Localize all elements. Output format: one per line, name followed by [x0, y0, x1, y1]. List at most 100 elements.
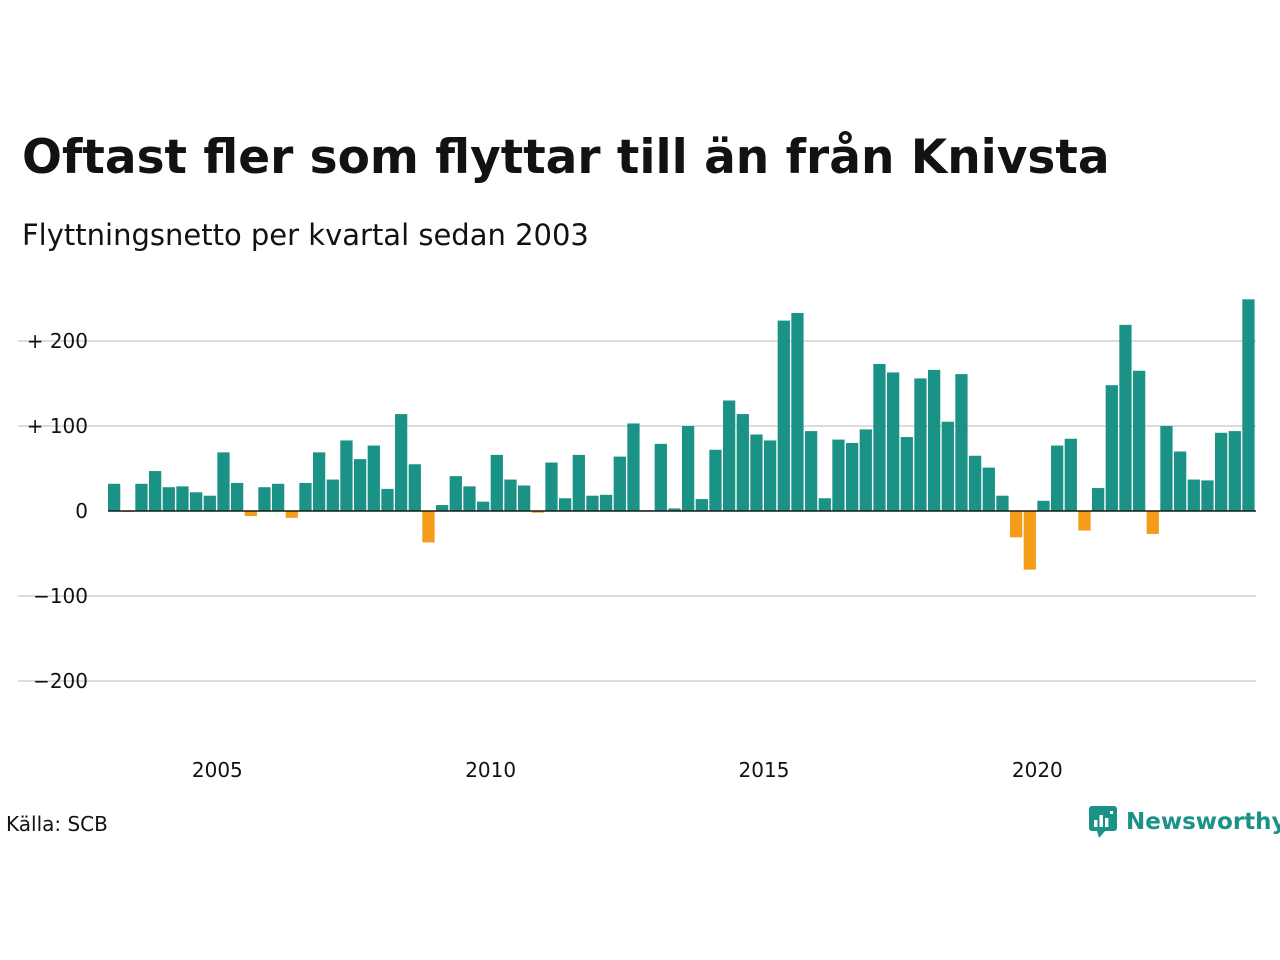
bar-2015Q4	[805, 431, 818, 511]
bar-2013Q4	[695, 499, 708, 511]
x-tick-label: 2010	[465, 758, 516, 782]
bar-2019Q3	[1010, 511, 1023, 538]
bar-2018Q3	[955, 374, 968, 511]
bar-2012Q1	[600, 494, 613, 511]
bar-2010Q2	[504, 479, 517, 511]
bar-2016Q2	[832, 439, 845, 511]
bar-2007Q2	[340, 440, 353, 511]
bar-2008Q2	[395, 414, 408, 511]
bar-2004Q1	[162, 487, 175, 511]
y-tick-label: −100	[33, 584, 88, 608]
bar-2012Q3	[627, 423, 640, 511]
bar-2019Q2	[996, 495, 1009, 511]
bar-2016Q1	[818, 498, 831, 511]
bar-2007Q3	[354, 459, 367, 511]
bar-2011Q1	[545, 462, 558, 511]
bar-2009Q4	[477, 501, 490, 511]
bar-2006Q3	[299, 482, 312, 511]
bar-2016Q3	[846, 443, 859, 511]
bar-2014Q1	[709, 449, 722, 511]
x-axis-ticks: 2005 2010 2015 2020	[192, 758, 1063, 782]
bar-2014Q2	[723, 400, 736, 511]
bar-2014Q4	[750, 434, 763, 511]
gridlines	[18, 340, 1256, 682]
bar-2011Q2	[559, 498, 572, 511]
bar-2012Q2	[613, 456, 626, 511]
bar-2022Q2	[1160, 426, 1173, 511]
bars	[108, 299, 1255, 570]
bar-2009Q2	[449, 476, 462, 511]
bar-2005Q1	[217, 452, 230, 511]
bar-2004Q2	[176, 486, 189, 511]
bar-2015Q1	[764, 440, 777, 511]
bar-2023Q1	[1201, 480, 1214, 511]
bar-2021Q4	[1133, 370, 1146, 511]
bar-2013Q3	[682, 426, 695, 511]
y-tick-label: + 200	[27, 329, 88, 353]
chart-subtitle: Flyttningsnetto per kvartal sedan 2003	[22, 218, 589, 252]
bar-2010Q3	[518, 485, 531, 511]
bar-2015Q2	[777, 320, 790, 511]
bar-2006Q1	[272, 483, 285, 511]
bar-2023Q3	[1228, 431, 1241, 511]
bar-2023Q2	[1215, 432, 1228, 511]
bar-2010Q4	[531, 511, 544, 513]
bar-2018Q2	[941, 421, 954, 511]
bar-2008Q1	[381, 488, 394, 511]
bar-2021Q2	[1105, 385, 1118, 511]
bar-2021Q3	[1119, 324, 1132, 511]
bar-2017Q2	[887, 372, 900, 511]
bar-2018Q4	[969, 455, 982, 511]
bar-2021Q1	[1092, 488, 1105, 511]
bar-2004Q4	[203, 495, 216, 511]
y-tick-label: 0	[75, 499, 88, 523]
bar-2022Q4	[1187, 479, 1200, 511]
bar-2016Q4	[859, 429, 872, 511]
bar-2013Q1	[654, 443, 667, 511]
bar-2019Q1	[982, 467, 995, 511]
bar-2010Q1	[490, 454, 503, 511]
y-axis-ticks: + 200 + 100 0 −100 −200	[27, 329, 88, 693]
newsworthy-brand[interactable]: Newsworthy	[1088, 804, 1280, 840]
x-tick-label: 2020	[1012, 758, 1063, 782]
bar-2005Q3	[244, 511, 257, 517]
chart-title: Oftast fler som flyttar till än från Kni…	[22, 130, 1110, 185]
bar-2006Q4	[313, 452, 326, 511]
bar-2017Q1	[873, 363, 886, 511]
bar-2009Q1	[436, 505, 449, 511]
bar-2014Q3	[736, 414, 749, 511]
bar-2018Q1	[928, 369, 941, 511]
bar-2007Q4	[367, 445, 380, 511]
bar-2020Q3	[1064, 438, 1077, 511]
bar-2009Q3	[463, 486, 476, 511]
bar-2008Q4	[422, 511, 435, 543]
bar-2017Q3	[900, 437, 913, 511]
bar-2013Q2	[668, 508, 681, 511]
x-tick-label: 2015	[739, 758, 790, 782]
source-note: Källa: SCB	[6, 812, 108, 836]
bar-2006Q2	[285, 511, 298, 518]
y-tick-label: + 100	[27, 414, 88, 438]
bar-2017Q4	[914, 378, 927, 511]
bar-2020Q4	[1078, 511, 1091, 531]
bar-2022Q3	[1174, 451, 1187, 511]
bar-2005Q4	[258, 487, 271, 511]
bar-2003Q3	[135, 483, 148, 511]
bar-2008Q3	[408, 464, 421, 511]
bar-2020Q2	[1051, 445, 1064, 511]
newsworthy-logo-icon	[1089, 806, 1117, 838]
bar-2011Q3	[572, 454, 585, 511]
bar-2011Q4	[586, 495, 599, 511]
bar-2003Q4	[149, 471, 162, 511]
bar-2004Q3	[190, 492, 203, 511]
bar-2022Q1	[1146, 511, 1159, 534]
brand-name: Newsworthy	[1126, 809, 1280, 835]
bar-2019Q4	[1023, 511, 1036, 570]
bar-2023Q4	[1242, 299, 1255, 511]
bar-2003Q1	[108, 483, 121, 511]
bar-2020Q1	[1037, 500, 1050, 511]
bar-2007Q1	[326, 479, 339, 511]
bar-2015Q3	[791, 312, 804, 511]
x-tick-label: 2005	[192, 758, 243, 782]
